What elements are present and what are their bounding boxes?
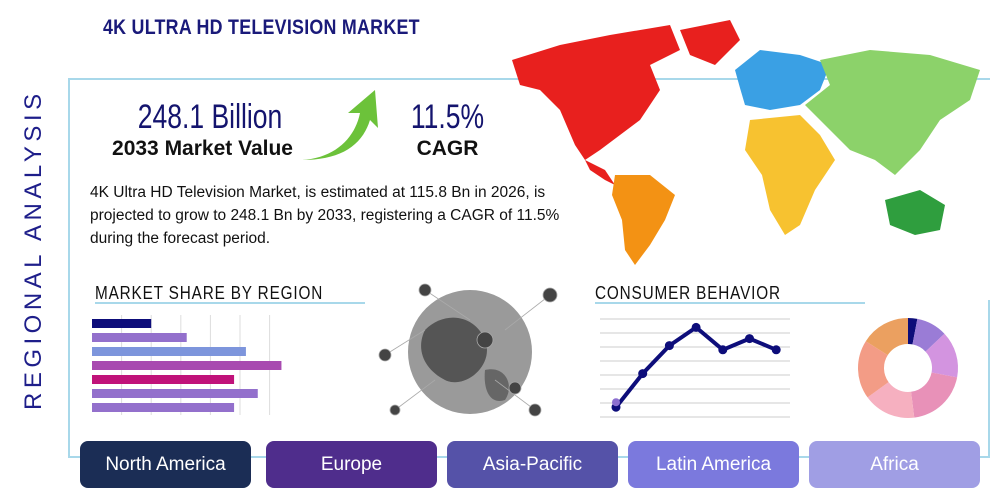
consumer-line-chart [600,318,790,418]
side-label: REGIONAL ANALYSIS [20,89,47,410]
map-south-america [612,175,675,265]
cagr-value: 11.5% [410,98,485,136]
growth-arrow-icon [302,90,378,160]
consumer-behavior-heading: CONSUMER BEHAVIOR [595,283,781,303]
map-greenland [680,20,740,65]
donut-slice [865,318,908,356]
data-point-highlight [612,398,620,407]
market-share-heading: MARKET SHARE BY REGION [95,283,324,303]
cagr-label: CAGR [416,137,479,160]
region-button-africa[interactable]: Africa [809,441,980,488]
bar [92,403,235,412]
bar [92,319,152,328]
data-point [745,334,754,344]
donut-slice [858,341,889,398]
region-button-asia-pacific[interactable]: Asia-Pacific [447,441,618,488]
map-europe [735,50,830,110]
map-africa [745,115,835,235]
bar [92,333,187,342]
region-button-north-america[interactable]: North America [80,441,251,488]
region-button-latin-america[interactable]: Latin America [628,441,799,488]
bar [92,375,235,384]
data-point [638,369,648,379]
donut-slice [912,318,945,352]
region-button-europe[interactable]: Europe [266,441,437,488]
map-asia [805,50,980,175]
donut-slice [925,333,958,378]
map-australia [885,190,945,235]
market-value: 248.1 Billion [137,98,283,136]
donut-slice [908,318,918,345]
frame-edge [988,300,990,458]
divider [595,302,865,304]
divider [95,302,365,304]
bar [92,361,282,370]
world-map [512,20,980,265]
market-share-bar-chart [92,315,282,415]
bar [92,347,246,356]
map-central-america [585,160,615,185]
consumer-donut-chart [858,318,958,418]
data-point [664,341,674,351]
donut-slice [867,382,915,418]
bar [92,389,258,398]
network-globe-image [378,283,558,417]
map-north-america [512,25,680,160]
data-point [718,345,728,355]
page-title: 4K ULTRA HD TELEVISION MARKET [103,16,420,39]
donut-slice [911,372,958,418]
market-value-label: 2033 Market Value [112,137,293,160]
description: 4K Ultra HD Television Market, is estima… [90,184,560,247]
data-point [771,345,781,355]
data-point [691,322,701,332]
